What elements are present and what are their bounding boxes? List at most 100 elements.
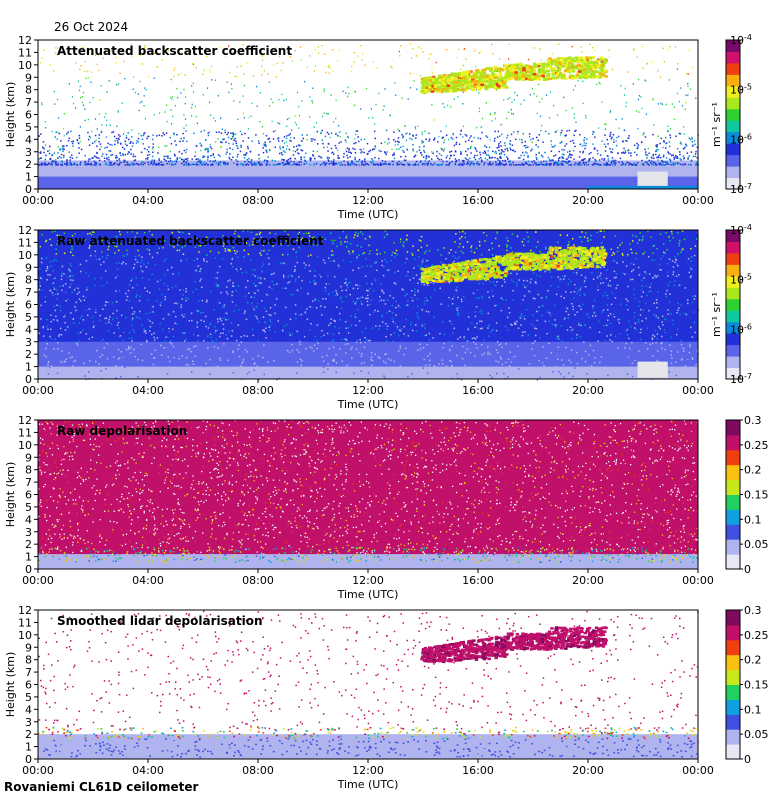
- panel-title: Smoothed lidar depolarisation: [57, 614, 263, 628]
- y-tick-label: 9: [25, 261, 32, 274]
- y-tick-label: 1: [25, 741, 32, 754]
- colorbar-tick-label: 0.15: [744, 679, 769, 692]
- colorbar-tick-label: 10-5: [730, 273, 752, 287]
- colorbar-tick-label: 0.1: [744, 703, 762, 716]
- x-tick-label: 00:00: [682, 194, 714, 207]
- x-axis: 00:00 04:00 08:00 12:00 16:00 20:00 00:00 Time …: [22, 759, 714, 791]
- y-tick-label: 11: [18, 46, 32, 59]
- y-tick-label: 12: [18, 34, 32, 47]
- x-tick-label: 16:00: [462, 574, 494, 587]
- x-tick-label: 20:00: [572, 574, 604, 587]
- colorbar-tick-label: 0.1: [744, 513, 762, 526]
- y-tick-label: 0: [25, 563, 32, 576]
- y-tick-label: 8: [25, 84, 32, 97]
- x-tick-label: 00:00: [22, 764, 54, 777]
- y-tick-label: 12: [18, 604, 32, 617]
- x-tick-label: 08:00: [242, 764, 274, 777]
- x-axis: 00:00 04:00 08:00 12:00 16:00 20:00 00:00 Time …: [22, 379, 714, 411]
- colorbar-tick-label: 0.25: [744, 439, 769, 452]
- y-tick-label: 4: [25, 323, 32, 336]
- y-axis-label: Height (km): [4, 82, 17, 148]
- y-axis-label: Height (km): [4, 272, 17, 338]
- x-tick-label: 16:00: [462, 384, 494, 397]
- y-tick-label: 7: [25, 96, 32, 109]
- y-tick-label: 11: [18, 616, 32, 629]
- colorbar-tick-label: 0.3: [744, 604, 762, 617]
- panel-4: Smoothed lidar depolarisation01234567891…: [4, 604, 769, 791]
- colorbar-tick-label: 0.2: [744, 654, 762, 667]
- y-axis-label: Height (km): [4, 462, 17, 528]
- x-tick-label: 04:00: [132, 764, 164, 777]
- y-tick-label: 10: [18, 59, 32, 72]
- y-tick-label: 2: [25, 538, 32, 551]
- panel-3: Raw depolarisation0123456789101112Height…: [4, 414, 769, 601]
- y-tick-label: 1: [25, 361, 32, 374]
- y-axis-label: Height (km): [4, 652, 17, 718]
- x-tick-label: 04:00: [132, 574, 164, 587]
- y-tick-label: 0: [25, 373, 32, 386]
- x-tick-label: 04:00: [132, 384, 164, 397]
- x-axis: 00:00 04:00 08:00 12:00 16:00 20:00 00:00 Time …: [22, 189, 714, 221]
- y-tick-label: 9: [25, 71, 32, 84]
- y-tick-label: 1: [25, 551, 32, 564]
- x-tick-label: 20:00: [572, 764, 604, 777]
- x-tick-label: 04:00: [132, 194, 164, 207]
- colorbar-tick-label: 10-6: [730, 132, 752, 146]
- colorbar: 0 0.05 0.1 0.15 0.2 0.25 0.3: [725, 604, 769, 766]
- heatmap-field: [38, 40, 699, 189]
- x-axis-label: Time (UTC): [337, 208, 399, 221]
- y-tick-label: 5: [25, 691, 32, 704]
- y-tick-label: 4: [25, 513, 32, 526]
- x-tick-label: 12:00: [352, 194, 384, 207]
- x-axis-label: Time (UTC): [337, 398, 399, 411]
- heatmap-field: [38, 610, 700, 759]
- colorbar-tick-label: 10-4: [730, 33, 752, 47]
- x-axis-label: Time (UTC): [337, 778, 399, 791]
- y-tick-label: 10: [18, 249, 32, 262]
- panel-title: Raw attenuated backscatter coefficient: [57, 234, 324, 248]
- x-tick-label: 00:00: [682, 764, 714, 777]
- colorbar: 0 0.05 0.1 0.15 0.2 0.25 0.3: [725, 414, 769, 576]
- colorbar-tick-label: 10-7: [730, 372, 752, 386]
- colorbar-tick-label: 0.15: [744, 489, 769, 502]
- x-tick-label: 00:00: [682, 574, 714, 587]
- panel-2: Raw attenuated backscatter coefficient01…: [4, 223, 752, 411]
- y-tick-label: 0: [25, 183, 32, 196]
- colorbar: 10-7 10-6 10-5 10-4 m⁻¹ sr⁻¹: [710, 223, 752, 386]
- y-tick-label: 3: [25, 716, 32, 729]
- y-tick-label: 9: [25, 641, 32, 654]
- y-tick-label: 2: [25, 158, 32, 171]
- x-tick-label: 00:00: [22, 384, 54, 397]
- colorbar-tick-label: 0.05: [744, 728, 769, 741]
- y-tick-label: 2: [25, 348, 32, 361]
- colorbar: 10-7 10-6 10-5 10-4 m⁻¹ sr⁻¹: [710, 33, 752, 196]
- colorbar-tick-label: 10-5: [730, 83, 752, 97]
- x-tick-label: 16:00: [462, 194, 494, 207]
- colorbar-unit: m⁻¹ sr⁻¹: [710, 292, 723, 337]
- x-tick-label: 12:00: [352, 574, 384, 587]
- heatmap-field: [38, 420, 699, 569]
- y-tick-label: 8: [25, 274, 32, 287]
- heatmap-field: [38, 230, 700, 381]
- y-tick-label: 5: [25, 311, 32, 324]
- y-tick-label: 0: [25, 753, 32, 766]
- y-tick-label: 11: [18, 426, 32, 439]
- x-tick-label: 20:00: [572, 384, 604, 397]
- x-tick-label: 00:00: [682, 384, 714, 397]
- y-tick-label: 6: [25, 679, 32, 692]
- colorbar-tick-label: 0.05: [744, 538, 769, 551]
- y-tick-label: 6: [25, 109, 32, 122]
- y-tick-label: 11: [18, 236, 32, 249]
- colorbar-tick-label: 0.2: [744, 464, 762, 477]
- x-tick-label: 00:00: [22, 194, 54, 207]
- y-tick-label: 3: [25, 336, 32, 349]
- y-tick-label: 10: [18, 629, 32, 642]
- y-tick-label: 1: [25, 171, 32, 184]
- y-tick-label: 7: [25, 666, 32, 679]
- y-tick-label: 7: [25, 286, 32, 299]
- panel-title: Raw depolarisation: [57, 424, 187, 438]
- y-tick-label: 8: [25, 464, 32, 477]
